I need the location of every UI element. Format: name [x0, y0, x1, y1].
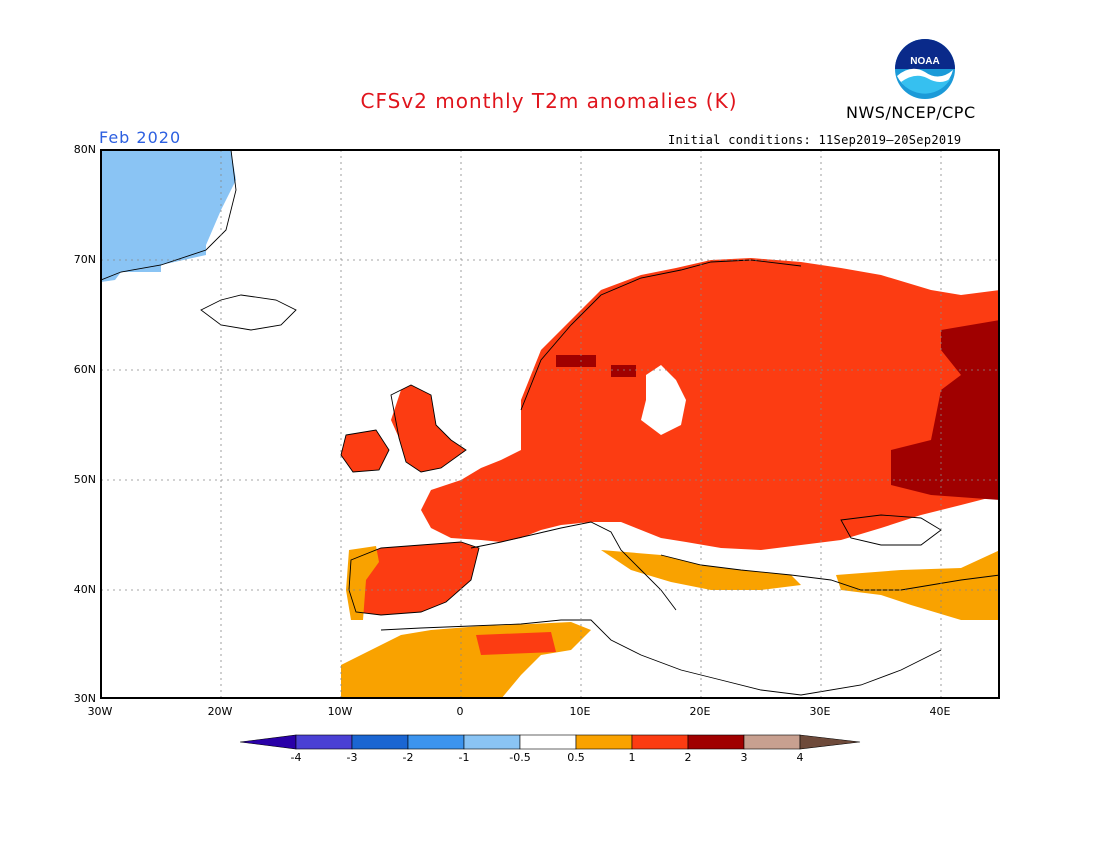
forecast-month: Feb 2020: [99, 128, 182, 147]
colorbar-box: [407, 734, 465, 750]
agency-label: NWS/NCEP/CPC: [846, 103, 976, 122]
region-british-isles: [391, 385, 466, 472]
region-iberia: [349, 542, 479, 615]
colorbar-label: 3: [740, 751, 748, 764]
lon-label: 20W: [207, 705, 233, 718]
lon-label: 30W: [87, 705, 113, 718]
region-north-africa: [341, 622, 591, 699]
lon-label: 10W: [327, 705, 353, 718]
region-africa-red: [476, 632, 556, 655]
region-norway-hot: [556, 355, 596, 367]
region-turkey: [836, 550, 1000, 620]
colorbar-svg: [239, 734, 861, 750]
region-sweden-hot: [611, 365, 636, 377]
lat-label: 70N: [73, 253, 96, 266]
colorbar-label: 2: [684, 751, 692, 764]
colorbar-label: 4: [796, 751, 804, 764]
colorbar-arrow-low: [239, 734, 297, 750]
initial-conditions: Initial conditions: 11Sep2019–20Sep2019: [668, 133, 962, 147]
colorbar-box: [687, 734, 745, 750]
region-baltic: [641, 365, 686, 435]
region-greenland: [101, 150, 236, 282]
lat-label: 30N: [73, 692, 96, 705]
colorbar-label: -0.5: [509, 751, 531, 764]
lat-label: 50N: [73, 473, 96, 486]
colorbar-label: -1: [458, 751, 470, 764]
coastlines: [101, 150, 1000, 696]
colorbar-label: 1: [628, 751, 636, 764]
lat-label: 40N: [73, 583, 96, 596]
colorbar-label: 0.5: [567, 751, 585, 764]
colorbar-box: [295, 734, 353, 750]
colorbar-box: [631, 734, 689, 750]
colorbar-label: -3: [346, 751, 358, 764]
colorbar-box: [743, 734, 801, 750]
gridlines: [101, 150, 1000, 699]
colorbar-arrow-high: [799, 734, 861, 750]
lat-label: 60N: [73, 363, 96, 376]
region-russia-hot: [891, 320, 1000, 500]
lon-label: 40E: [929, 705, 951, 718]
logo-text: NOAA: [910, 56, 939, 67]
lat-label: 80N: [73, 143, 96, 156]
noaa-logo-icon: NOAA: [895, 39, 955, 99]
colorbar: [239, 734, 862, 754]
lon-label: 0: [456, 705, 464, 718]
region-north-warm: [421, 258, 1000, 550]
chart-title: CFSv2 monthly T2m anomalies (K): [360, 89, 738, 113]
lon-label: 30E: [809, 705, 831, 718]
colorbar-box: [519, 734, 577, 750]
lon-label: 10E: [569, 705, 591, 718]
noaa-logo: NOAA: [893, 38, 957, 104]
region-iberia-edge: [346, 546, 379, 620]
map-svg: [101, 150, 1000, 699]
colorbar-box: [351, 734, 409, 750]
region-ireland: [341, 430, 389, 472]
colorbar-box: [463, 734, 521, 750]
colorbar-label: -2: [402, 751, 414, 764]
colorbar-label: -4: [290, 751, 302, 764]
lon-label: 20E: [689, 705, 711, 718]
colorbar-box: [575, 734, 633, 750]
anomaly-map: [101, 150, 1000, 699]
